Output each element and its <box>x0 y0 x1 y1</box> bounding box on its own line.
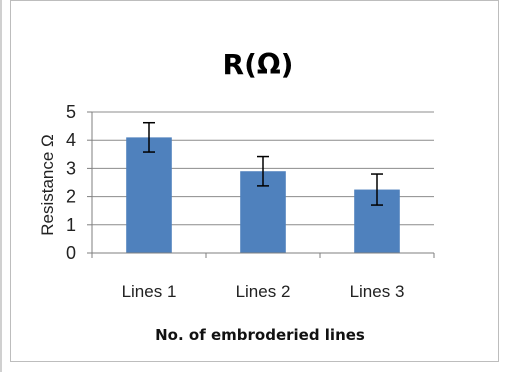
x-tick-label: Lines 2 <box>236 282 291 301</box>
y-tick-label: 2 <box>66 187 76 207</box>
x-axis-label: No. of embroderied lines <box>155 326 365 344</box>
y-axis-label: Resistance Ω <box>38 134 57 236</box>
y-tick-label: 5 <box>66 102 76 122</box>
y-tick-label: 0 <box>66 243 76 263</box>
y-tick-label: 1 <box>66 215 76 235</box>
bars <box>126 121 400 253</box>
tick-labels: 0 1 2 3 4 5 Lines 1 Lines 2 Lines 3 <box>66 102 404 301</box>
chart-title: R(Ω) <box>223 48 294 81</box>
bar <box>126 137 172 253</box>
window-left-edge <box>0 0 2 372</box>
x-tick-label: Lines 3 <box>350 282 405 301</box>
x-tick-label: Lines 1 <box>122 282 177 301</box>
y-tick-label: 3 <box>66 158 76 178</box>
axes <box>87 111 435 258</box>
y-tick-label: 4 <box>66 130 76 150</box>
